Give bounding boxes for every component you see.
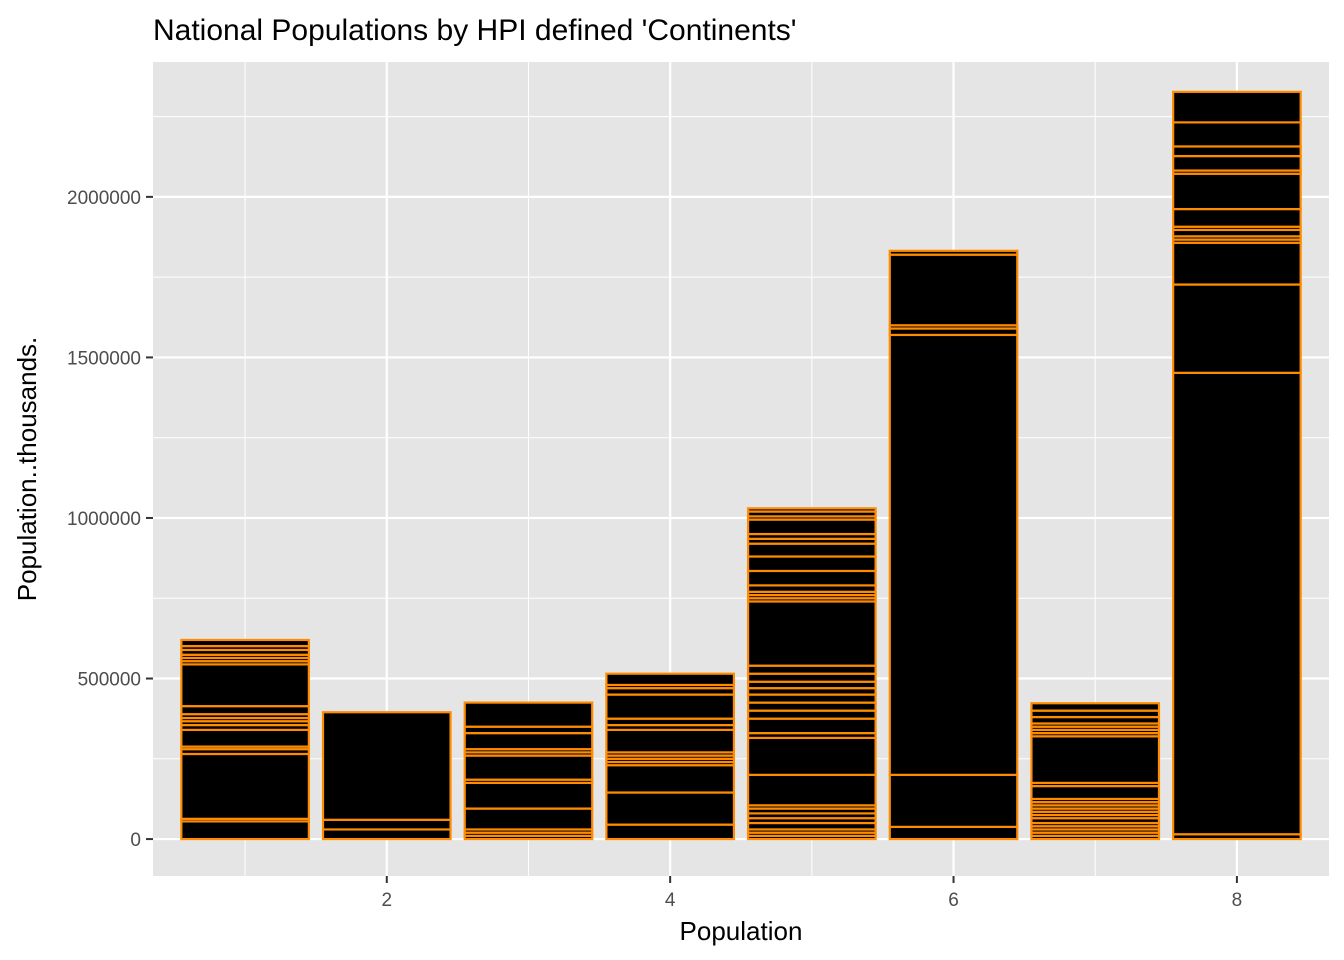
bar-segment: [1172, 121, 1302, 148]
bar-segment: [1172, 283, 1302, 374]
bar-segment: [746, 542, 877, 558]
bar-segment: [180, 728, 310, 748]
bar-segment: [746, 709, 877, 720]
x-tick-label: 6: [948, 890, 959, 911]
bar-segment: [605, 672, 736, 687]
x-tick-label: 2: [381, 890, 392, 911]
bar-segment: [321, 828, 452, 841]
bar-segment: [1030, 702, 1161, 712]
x-tick-label: 4: [665, 890, 676, 911]
bar-segment: [1172, 371, 1302, 836]
bar-segment: [463, 807, 594, 831]
bars: [180, 90, 1302, 841]
bar-segment: [746, 693, 877, 704]
bar-segment: [605, 764, 736, 794]
bar-segment: [746, 773, 877, 807]
bar-stack: [746, 507, 877, 841]
bar-segment: [1172, 241, 1302, 286]
bar-stack: [463, 701, 594, 841]
x-tick-label: 8: [1232, 890, 1243, 911]
bar-segment: [180, 663, 310, 708]
bar-segment: [746, 701, 877, 712]
bar-stack: [180, 638, 310, 841]
bar-segment: [180, 820, 310, 841]
y-tick-label: 1000000: [67, 509, 141, 530]
bar-segment: [605, 693, 736, 720]
bar-segment: [180, 638, 310, 648]
x-axis: 2 4 6 8: [381, 876, 1242, 911]
bar-segment: [888, 333, 1019, 776]
bar-segment: [888, 253, 1019, 327]
bar-segment: [1172, 154, 1302, 172]
bar-segment: [321, 711, 452, 821]
bar-segment: [605, 823, 736, 841]
bar-segment: [746, 736, 877, 776]
bar-segment: [605, 791, 736, 826]
x-axis-title: Population: [680, 916, 803, 946]
chart-title: National Populations by HPI defined 'Con…: [153, 14, 797, 47]
bar-segment: [746, 672, 877, 683]
bar-segment: [888, 249, 1019, 256]
bar-segment: [463, 754, 594, 781]
bar-segment: [746, 600, 877, 667]
bar-segment: [463, 701, 594, 728]
bar-segment: [180, 705, 310, 716]
y-axis-title: Population..thousands.: [12, 337, 42, 602]
y-tick-label: 500000: [78, 670, 141, 691]
bar-segment: [746, 664, 877, 675]
bar-segment: [888, 773, 1019, 828]
bar-stack: [1172, 90, 1302, 841]
y-tick-label: 0: [130, 830, 141, 851]
bar-stack: [888, 249, 1019, 841]
bar-segment: [746, 518, 877, 536]
bar-segment: [1172, 172, 1302, 211]
bar-stack: [605, 672, 736, 841]
bar-segment: [463, 732, 594, 751]
bar-segment: [1172, 207, 1302, 228]
y-tick-label: 1500000: [67, 348, 141, 369]
bar-segment: [746, 555, 877, 573]
y-axis: 0 500000 1000000 1500000 2000000: [67, 188, 153, 851]
bar-segment: [605, 728, 736, 754]
bar-segment: [1030, 735, 1161, 784]
y-tick-label: 2000000: [67, 188, 141, 209]
bar-segment: [463, 781, 594, 810]
bar-segment: [1030, 784, 1161, 801]
bar-segment: [888, 825, 1019, 841]
bar-stack: [321, 711, 452, 841]
bar-segment: [746, 717, 877, 735]
bar-segment: [1172, 90, 1302, 124]
bar-stack: [1030, 702, 1161, 841]
bar-segment: [1172, 145, 1302, 158]
bar-segment: [746, 569, 877, 587]
bar-segment: [180, 752, 310, 820]
bar-segment: [321, 818, 452, 831]
bar-segment: [746, 507, 877, 513]
